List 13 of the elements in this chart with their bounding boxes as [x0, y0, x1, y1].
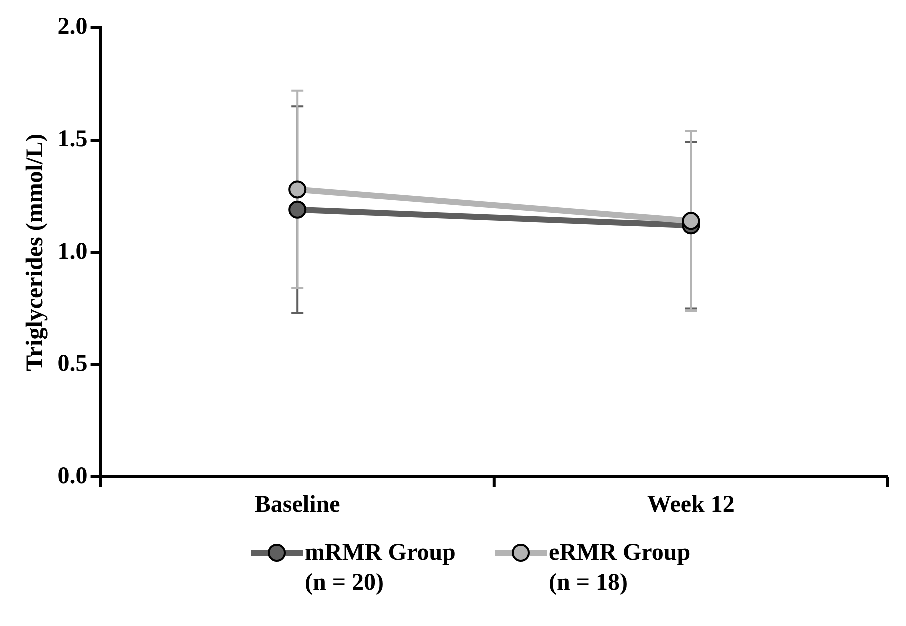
point — [288, 180, 307, 199]
y-tick-label: 0.0 — [58, 463, 88, 490]
point — [288, 200, 307, 219]
y-axis-title: Triglycerides (mmol/L) — [22, 134, 49, 372]
y-tick-label: 2.0 — [58, 14, 88, 40]
y-tick-label: 1.0 — [58, 238, 88, 265]
point — [682, 212, 700, 230]
x-tick-label: Week 12 — [648, 492, 735, 518]
x-tick-label: Baseline — [254, 492, 341, 518]
legend-label: eRMR Group (n = 18) — [549, 539, 692, 598]
y-tick-label: 0.5 — [58, 351, 88, 378]
legend-label: mRMR Group (n = 20) — [305, 539, 457, 598]
y-tick-label: 1.5 — [58, 126, 88, 153]
